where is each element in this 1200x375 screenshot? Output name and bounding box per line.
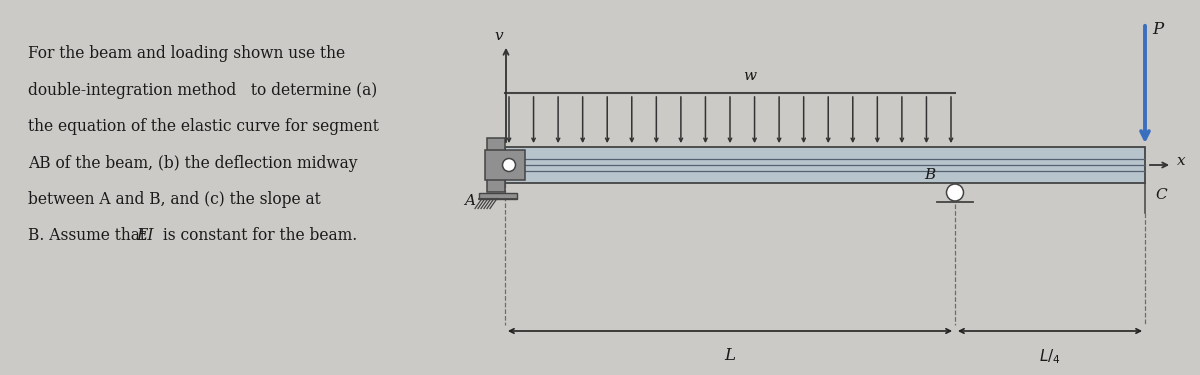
Text: double-integration method   to determine (a): double-integration method to determine (… xyxy=(28,81,377,99)
Text: the equation of the elastic curve for segment: the equation of the elastic curve for se… xyxy=(28,118,379,135)
Text: x: x xyxy=(1177,154,1186,168)
Text: $L/_{4}$: $L/_{4}$ xyxy=(1039,347,1061,366)
Text: P: P xyxy=(1152,21,1163,38)
Bar xyxy=(487,138,505,192)
Text: w: w xyxy=(744,69,756,83)
Circle shape xyxy=(503,159,516,171)
Polygon shape xyxy=(505,147,1145,183)
Text: L: L xyxy=(725,347,736,364)
Text: For the beam and loading shown use the: For the beam and loading shown use the xyxy=(28,45,346,62)
Text: EI: EI xyxy=(136,228,154,244)
Bar xyxy=(479,192,517,198)
Circle shape xyxy=(947,184,964,201)
Text: is constant for the beam.: is constant for the beam. xyxy=(158,228,358,244)
Text: AB of the beam, (b) the deflection midway: AB of the beam, (b) the deflection midwa… xyxy=(28,154,358,171)
Text: B: B xyxy=(924,168,935,182)
Text: C: C xyxy=(1154,188,1166,202)
Text: B. Assume that: B. Assume that xyxy=(28,228,151,244)
Bar xyxy=(485,150,526,180)
Text: v: v xyxy=(494,29,503,43)
Text: A: A xyxy=(464,195,475,208)
Text: between A and B, and (c) the slope at: between A and B, and (c) the slope at xyxy=(28,191,320,208)
